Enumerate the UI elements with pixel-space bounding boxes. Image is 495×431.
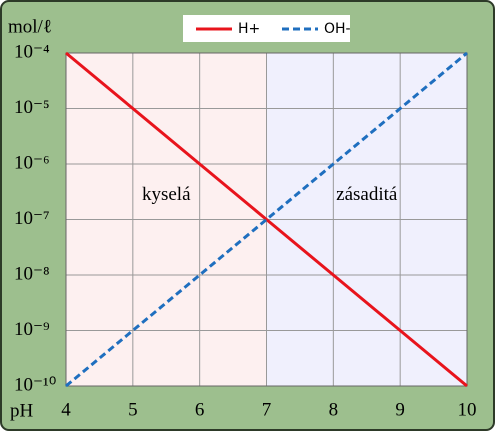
y-tick-label: 10⁻⁹: [14, 319, 50, 340]
x-tick-label: 4: [61, 399, 71, 420]
series-line: [65, 51, 468, 388]
y-tick-label: 10⁻⁶: [14, 152, 50, 173]
y-tick-label: 10⁻¹⁰: [14, 374, 56, 395]
plot-frame: [65, 52, 468, 387]
x-tick-label: 7: [262, 399, 272, 420]
legend-label: OH-: [324, 21, 351, 37]
y-axis-label: mol/ℓ: [8, 16, 52, 37]
legend-label: H+: [238, 21, 260, 37]
y-tick-label: 10⁻⁴: [14, 41, 50, 62]
region-label: kyselá: [142, 184, 191, 205]
y-tick-label: 10⁻⁸: [14, 263, 50, 284]
x-tick-label: 10: [458, 399, 477, 420]
x-tick-label: 5: [128, 399, 138, 420]
x-tick-label: 8: [329, 399, 339, 420]
y-tick-label: 10⁻⁵: [14, 97, 50, 118]
x-axis-label: pH: [10, 400, 34, 421]
x-tick-label: 6: [195, 399, 205, 420]
y-tick-label: 10⁻⁷: [14, 208, 50, 229]
x-tick-label: 9: [395, 399, 405, 420]
series-line: [65, 51, 468, 388]
region-label: zásaditá: [336, 184, 398, 205]
